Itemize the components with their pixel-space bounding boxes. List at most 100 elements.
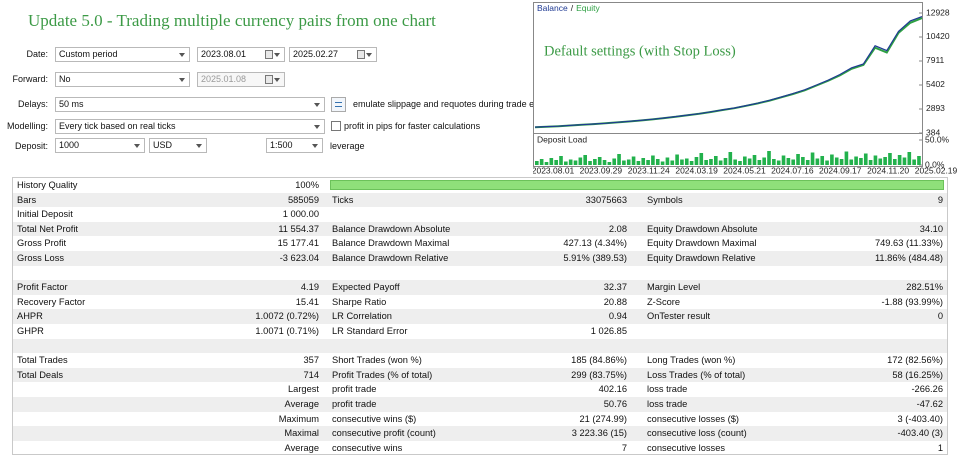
load-bar bbox=[805, 160, 810, 165]
slippage-settings-button[interactable] bbox=[331, 97, 346, 112]
load-bar bbox=[897, 155, 902, 165]
leverage-label: leverage bbox=[330, 141, 365, 151]
y-tick-label: 12928 bbox=[926, 7, 950, 17]
delays-label: Delays: bbox=[17, 99, 48, 109]
load-bar bbox=[772, 159, 776, 165]
delays-dropdown[interactable]: 50 ms bbox=[55, 97, 325, 112]
y-tick-label: 0.0% bbox=[925, 159, 945, 169]
load-bar bbox=[564, 161, 568, 165]
metric-label: LR Correlation bbox=[332, 311, 392, 322]
date-from[interactable]: 2023.08.01 bbox=[197, 47, 285, 62]
metric-value: 4.19 bbox=[300, 282, 319, 293]
load-bar bbox=[776, 160, 781, 165]
metric-label: profit trade bbox=[332, 384, 377, 395]
load-bar bbox=[646, 160, 650, 165]
date-to[interactable]: 2025.02.27 bbox=[289, 47, 377, 62]
metric-value: 1 bbox=[937, 442, 943, 453]
load-bar bbox=[786, 158, 791, 165]
load-bar bbox=[651, 155, 655, 165]
table-row: Average profit trade 50.76 loss trade -47.62 bbox=[13, 397, 947, 412]
load-bar bbox=[917, 156, 921, 165]
table-row: Largest profit trade 402.16 loss trade -266.… bbox=[13, 382, 947, 397]
load-bar bbox=[670, 160, 675, 165]
table-row bbox=[13, 266, 947, 281]
load-bar bbox=[796, 154, 800, 165]
load-bar bbox=[602, 160, 607, 165]
metric-label: consecutive wins bbox=[332, 442, 403, 453]
subchart-title: Deposit Load bbox=[537, 134, 587, 144]
date-label: Date: bbox=[26, 49, 48, 59]
metric-label: Gross Loss bbox=[17, 253, 65, 263]
load-bar bbox=[607, 162, 612, 165]
table-row: Maximum consecutive wins ($) 21 (274.99) co… bbox=[13, 412, 947, 427]
metric-value: 33075663 bbox=[585, 194, 627, 205]
load-bar bbox=[636, 161, 641, 165]
load-bar bbox=[834, 157, 839, 165]
metric-label: loss trade bbox=[647, 399, 688, 409]
date-to-value: 2025.02.27 bbox=[293, 49, 339, 59]
x-tick-label: 2024.11.20 bbox=[867, 165, 909, 175]
metric-value: -1.88 (93.99%) bbox=[881, 296, 944, 307]
dropdown-arrow bbox=[274, 78, 280, 82]
load-bar bbox=[902, 157, 907, 165]
modelling-dropdown[interactable]: Every tick based on real ticks bbox=[55, 119, 325, 134]
load-bar bbox=[859, 158, 863, 165]
load-bar bbox=[743, 156, 747, 165]
metric-label: Balance Drawdown Absolute bbox=[332, 223, 451, 234]
load-bar bbox=[849, 159, 854, 165]
pips-checkbox[interactable] bbox=[331, 121, 341, 131]
row-label: Largest bbox=[287, 384, 319, 395]
metric-label: Short Trades (won %) bbox=[332, 355, 422, 366]
y-tick-label: 10420 bbox=[926, 31, 950, 41]
load-bar bbox=[781, 155, 786, 165]
balance-chart: 12928 10420 7911 5402 2893 384 Balance / Equity D… bbox=[533, 2, 958, 175]
metric-label: Sharpe Ratio bbox=[332, 296, 387, 307]
load-bar bbox=[612, 158, 617, 165]
date-from-value: 2023.08.01 bbox=[201, 49, 247, 59]
metric-label: Equity Drawdown Maximal bbox=[647, 238, 757, 249]
period-dropdown[interactable]: Custom period bbox=[55, 47, 190, 62]
load-bar bbox=[810, 152, 815, 165]
load-bar bbox=[820, 156, 825, 165]
load-bar bbox=[535, 161, 539, 165]
load-bar bbox=[757, 160, 762, 165]
dropdown-arrow bbox=[196, 144, 202, 148]
annotation: Default settings (with Stop Loss) bbox=[544, 43, 736, 59]
modelling-value: Every tick based on real ticks bbox=[59, 121, 176, 131]
icon-line bbox=[335, 106, 342, 107]
load-bar bbox=[665, 157, 670, 165]
metric-value: 1.0072 (0.72%) bbox=[255, 311, 319, 322]
load-bar bbox=[694, 157, 699, 165]
table-row: Bars 585059 Ticks 33075663 Symbols 9 bbox=[13, 192, 947, 208]
modelling-label: Modelling: bbox=[6, 121, 48, 131]
series-line bbox=[534, 16, 923, 128]
metric-label: Symbols bbox=[647, 194, 683, 205]
table-row: Total Deals 714 Profit Trades (% of total)… bbox=[13, 367, 947, 383]
load-bar bbox=[815, 158, 820, 165]
load-bar bbox=[675, 154, 679, 165]
deposit-dropdown[interactable]: 1000 bbox=[55, 138, 145, 153]
metric-label: Z-Score bbox=[647, 296, 681, 307]
metric-value: 427.13 (4.34%) bbox=[563, 238, 627, 249]
dropdown-arrow bbox=[366, 53, 372, 57]
dropdown-arrow bbox=[274, 53, 280, 57]
table-row: Profit Factor 4.19 Expected Payoff 32.37 Mar… bbox=[13, 280, 947, 295]
metric-value: 34.10 bbox=[919, 223, 943, 234]
load-bar bbox=[554, 160, 558, 165]
metric-label: Gross Profit bbox=[17, 238, 67, 249]
icon-line bbox=[335, 102, 342, 103]
load-bar bbox=[801, 157, 805, 165]
leverage-dropdown[interactable]: 1:500 bbox=[266, 138, 323, 153]
load-bar bbox=[622, 160, 626, 165]
metric-value: 3 (-403.40) bbox=[897, 413, 943, 424]
metric-label: consecutive losses ($) bbox=[647, 413, 739, 424]
load-bar bbox=[912, 159, 916, 165]
currency-dropdown[interactable]: USD bbox=[149, 138, 207, 153]
metric-label: Initial Deposit bbox=[17, 209, 73, 220]
load-bar bbox=[626, 159, 631, 165]
metric-label: Recovery Factor bbox=[17, 296, 86, 307]
y-tick-label: 384 bbox=[926, 127, 940, 137]
forward-dropdown[interactable]: No bbox=[55, 72, 190, 87]
load-bar bbox=[559, 156, 563, 165]
metric-value: 299 (83.75%) bbox=[571, 369, 627, 380]
